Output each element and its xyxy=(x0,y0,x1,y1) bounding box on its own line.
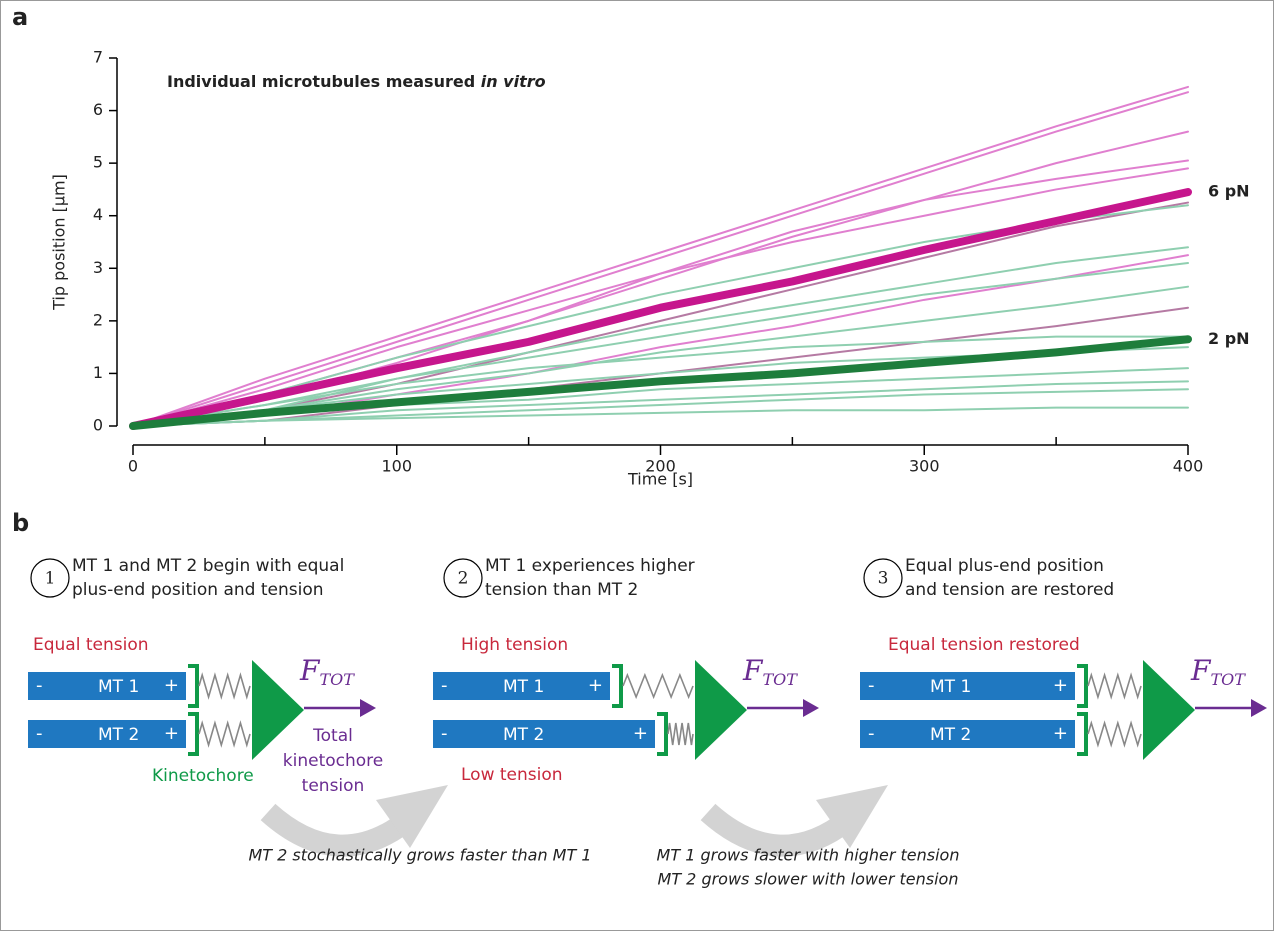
x-tick-label: 0 xyxy=(128,457,138,476)
minus-end: - xyxy=(36,675,43,696)
y-tick-label: 1 xyxy=(93,363,103,382)
tension-label: Equal tension xyxy=(33,635,149,655)
kinetochore-label: Kinetochore xyxy=(152,766,254,786)
plus-end: + xyxy=(588,675,603,696)
spring xyxy=(1088,675,1141,697)
plus-end: + xyxy=(1053,723,1068,744)
step-number: 1 xyxy=(45,569,56,589)
transition-arrow xyxy=(268,812,408,846)
kinetochore-bracket xyxy=(188,666,197,706)
chart-title: Individual microtubules measured in vitr… xyxy=(167,72,546,91)
spring xyxy=(623,675,693,697)
y-tick-label: 2 xyxy=(93,310,103,329)
step-text: Equal plus-end position xyxy=(905,556,1104,576)
kinetochore-bracket xyxy=(612,666,621,706)
total-tension-label: Total xyxy=(312,726,353,746)
plus-end: + xyxy=(633,723,648,744)
transition-caption: MT 2 stochastically grows faster than MT… xyxy=(248,846,591,865)
mt-label: MT 1 xyxy=(503,677,544,697)
x-tick-label: 300 xyxy=(909,457,940,476)
tension-label: Low tension xyxy=(461,765,563,785)
kinetochore xyxy=(1143,660,1195,760)
transition-caption: MT 1 grows faster with higher tension xyxy=(657,846,960,865)
step-text: plus-end position and tension xyxy=(72,580,324,600)
step-text: and tension are restored xyxy=(905,580,1114,600)
title-italic: in vitro xyxy=(481,72,546,91)
panel-label: b xyxy=(12,509,29,537)
force-label: FTOT xyxy=(299,654,355,689)
force-subscript: TOT xyxy=(1210,670,1246,689)
kinetochore-bracket xyxy=(1077,714,1086,754)
force-subscript: TOT xyxy=(319,670,355,689)
step-number: 2 xyxy=(458,569,469,589)
mt-label: MT 1 xyxy=(98,677,139,697)
series-label: 2 pN xyxy=(1208,329,1250,348)
y-tick-label: 3 xyxy=(93,258,103,277)
minus-end: - xyxy=(868,675,875,696)
minus-end: - xyxy=(36,723,43,744)
step-number: 3 xyxy=(878,569,889,589)
kinetochore-bracket xyxy=(188,714,197,754)
kinetochore-bracket xyxy=(657,714,666,754)
plus-end: + xyxy=(164,675,179,696)
force-symbol: F xyxy=(299,654,321,687)
x-axis-title: Time [s] xyxy=(627,470,693,489)
plus-end: + xyxy=(164,723,179,744)
spring xyxy=(199,675,250,697)
y-tick-label: 7 xyxy=(93,48,103,67)
kinetochore-bracket xyxy=(1077,666,1086,706)
tension-label: Equal tension restored xyxy=(888,635,1080,655)
step-text: MT 1 experiences higher xyxy=(485,556,695,576)
y-tick-label: 5 xyxy=(93,153,103,172)
spring xyxy=(1088,723,1141,745)
force-arrowhead xyxy=(803,699,819,717)
plus-end: + xyxy=(1053,675,1068,696)
minus-end: - xyxy=(441,723,448,744)
transition-arrow xyxy=(708,812,848,846)
y-tick-label: 6 xyxy=(93,100,103,119)
y-tick-label: 0 xyxy=(93,416,103,435)
force-arrowhead xyxy=(360,699,376,717)
tension-label: High tension xyxy=(461,635,568,655)
frame xyxy=(1,1,1274,931)
title-text: Individual microtubules measured xyxy=(167,72,475,91)
y-axis-title: Tip position [µm] xyxy=(50,174,69,311)
force-label: FTOT xyxy=(742,654,798,689)
kinetochore xyxy=(695,660,747,760)
force-label: FTOT xyxy=(1190,654,1246,689)
total-tension-label: kinetochore xyxy=(283,751,383,771)
force-subscript: TOT xyxy=(762,670,798,689)
force-symbol: F xyxy=(742,654,764,687)
panel-label: a xyxy=(12,3,28,31)
x-tick-label: 400 xyxy=(1173,457,1204,476)
minus-end: - xyxy=(441,675,448,696)
mt-label: MT 2 xyxy=(503,725,544,745)
force-symbol: F xyxy=(1190,654,1212,687)
spring xyxy=(199,723,250,745)
step-text: MT 1 and MT 2 begin with equal xyxy=(72,556,344,576)
x-tick-label: 100 xyxy=(381,457,412,476)
force-arrowhead xyxy=(1251,699,1267,717)
spring xyxy=(668,723,693,745)
series-label: 6 pN xyxy=(1208,182,1250,201)
step-text: tension than MT 2 xyxy=(485,580,638,600)
figure: ab012345670100200300400Time [s]Tip posit… xyxy=(0,0,1274,931)
y-tick-label: 4 xyxy=(93,205,103,224)
mt-label: MT 1 xyxy=(930,677,971,697)
kinetochore xyxy=(252,660,304,760)
mt-label: MT 2 xyxy=(98,725,139,745)
total-tension-label: tension xyxy=(302,776,365,796)
mt-label: MT 2 xyxy=(930,725,971,745)
minus-end: - xyxy=(868,723,875,744)
trace-line xyxy=(133,92,1188,426)
transition-caption: MT 2 grows slower with lower tension xyxy=(658,870,959,889)
